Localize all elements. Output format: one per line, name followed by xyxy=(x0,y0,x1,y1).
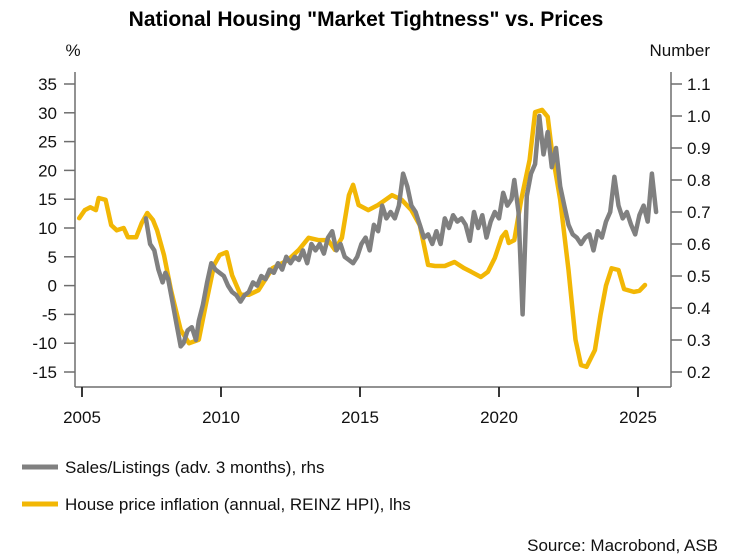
legend-label-sales-listings: Sales/Listings (adv. 3 months), rhs xyxy=(65,458,325,477)
left-tick-label: 0 xyxy=(48,277,57,296)
source-note: Source: Macrobond, ASB xyxy=(527,536,718,555)
legend-label-house-price-inflation: House price inflation (annual, REINZ HPI… xyxy=(65,495,411,514)
right-tick-label: 0.2 xyxy=(687,363,711,382)
left-tick-label: -5 xyxy=(42,305,57,324)
axes: -15-10-5051015202530350.20.30.40.50.60.7… xyxy=(32,72,711,427)
right-tick-label: 1.0 xyxy=(687,107,711,126)
right-tick-label: 0.6 xyxy=(687,235,711,254)
left-tick-label: 25 xyxy=(38,133,57,152)
right-tick-label: 0.5 xyxy=(687,267,711,286)
left-tick-label: 20 xyxy=(38,161,57,180)
left-tick-label: 30 xyxy=(38,104,57,123)
right-tick-label: 0.3 xyxy=(687,331,711,350)
right-tick-label: 0.8 xyxy=(687,171,711,190)
x-tick-label: 2010 xyxy=(202,408,240,427)
left-axis-unit-label: % xyxy=(65,41,80,60)
legend-item-house-price-inflation: House price inflation (annual, REINZ HPI… xyxy=(22,495,411,514)
chart-title: National Housing "Market Tightness" vs. … xyxy=(129,8,604,31)
x-tick-label: 2005 xyxy=(63,408,101,427)
right-tick-label: 0.7 xyxy=(687,203,711,222)
left-tick-label: -15 xyxy=(32,363,57,382)
left-tick-label: 35 xyxy=(38,75,57,94)
series-line-sales-listings xyxy=(143,113,659,349)
legend: Sales/Listings (adv. 3 months), rhs Hous… xyxy=(22,458,411,514)
right-tick-label: 0.9 xyxy=(687,139,711,158)
x-tick-label: 2015 xyxy=(341,408,379,427)
left-tick-label: 5 xyxy=(48,248,57,267)
right-axis-unit-label: Number xyxy=(650,41,711,60)
left-tick-label: 10 xyxy=(38,219,57,238)
series-layer xyxy=(76,107,659,370)
left-tick-label: 15 xyxy=(38,190,57,209)
left-tick-label: -10 xyxy=(32,334,57,353)
legend-item-sales-listings: Sales/Listings (adv. 3 months), rhs xyxy=(22,458,325,477)
series-line-house-price-inflation xyxy=(76,107,648,370)
x-tick-label: 2025 xyxy=(619,408,657,427)
right-tick-label: 1.1 xyxy=(687,75,711,94)
x-tick-label: 2020 xyxy=(480,408,518,427)
right-tick-label: 0.4 xyxy=(687,299,711,318)
